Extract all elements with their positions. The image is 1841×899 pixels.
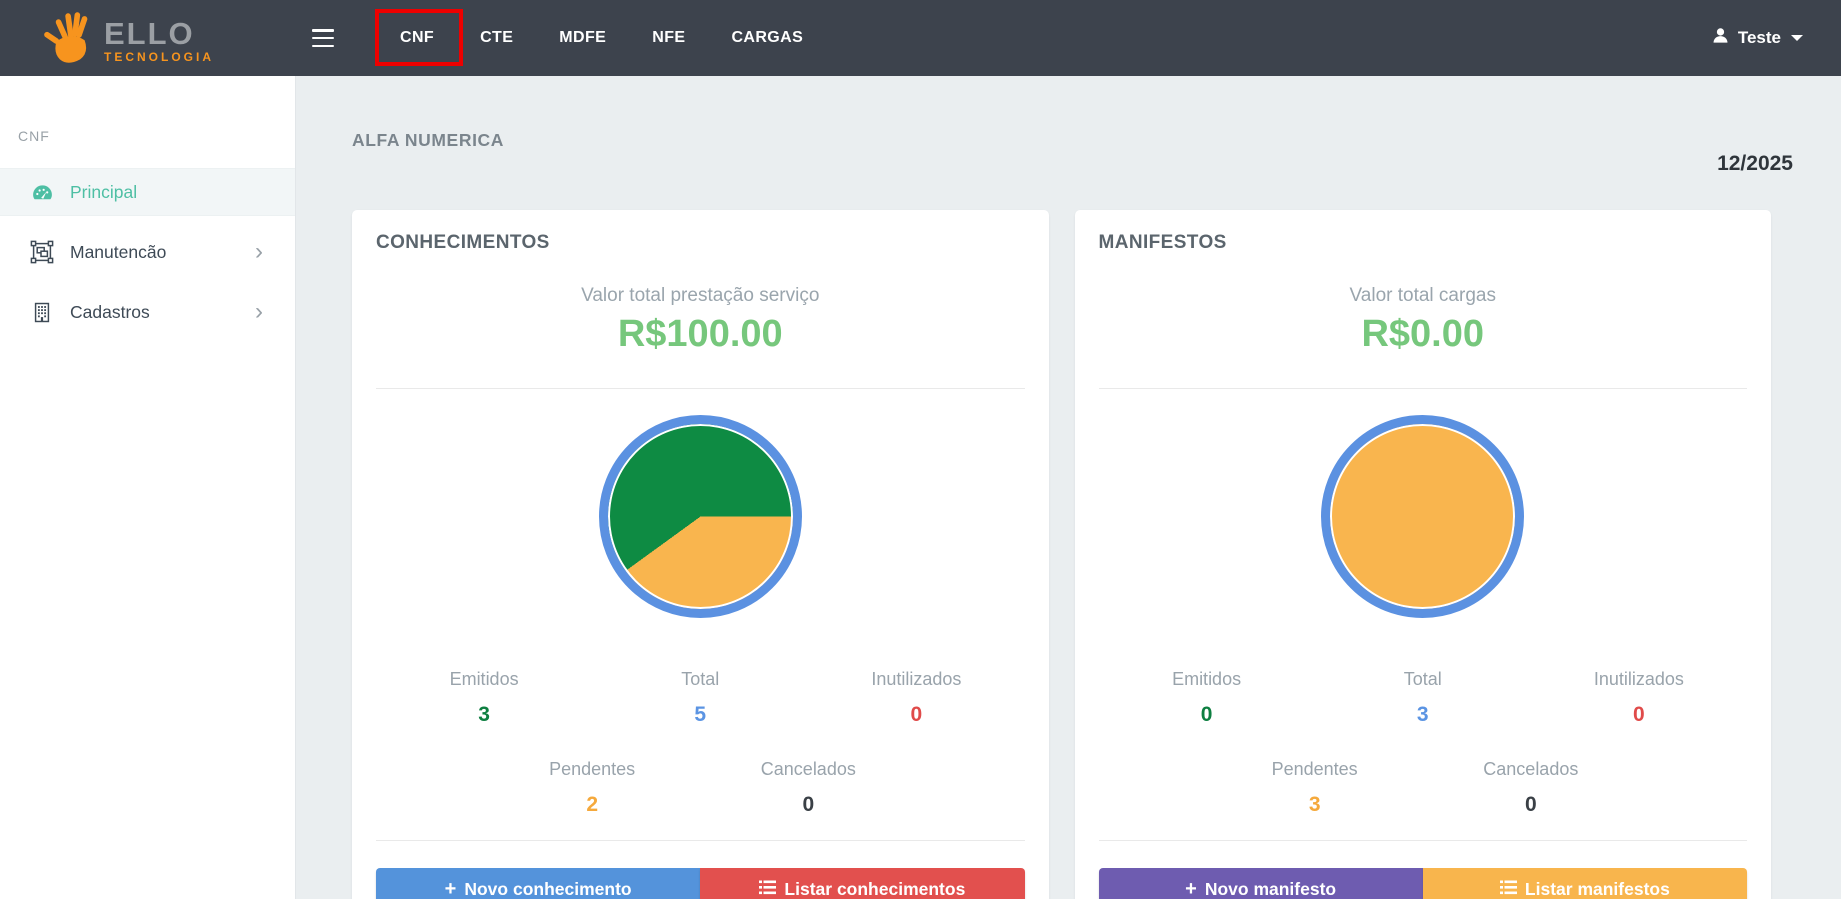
stat-inutilizados: Inutilizados 0: [1593, 669, 1684, 726]
stat-total: Total 3: [1403, 669, 1442, 726]
divider: [1098, 388, 1747, 389]
card-conhecimentos: CONHECIMENTOS Valor total prestação serv…: [352, 210, 1049, 899]
stats-row: Pendentes 2 Cancelados 0: [376, 758, 1025, 818]
sidebar-item-label: Manutencão: [70, 241, 167, 262]
brand-name: ELLO: [104, 16, 195, 51]
top-navbar: ELLO TECNOLOGIA CNF CTE MDFE NFE CARGAS …: [0, 0, 1841, 76]
user-menu[interactable]: Teste: [1711, 0, 1803, 76]
card-manifestos: MANIFESTOS Valor total cargas R$0.00 Emi…: [1074, 210, 1771, 899]
plus-icon: +: [444, 877, 457, 899]
stat-cancelados: Cancelados 0: [760, 759, 856, 816]
card-actions: + Novo conhecimento Listar conhecimentos: [376, 868, 1025, 899]
pie-chart-wrap: [1099, 415, 1748, 618]
novo-manifesto-button[interactable]: + Novo manifesto: [1098, 868, 1423, 899]
nav-item-cargas[interactable]: CARGAS: [731, 29, 804, 46]
pie-chart-wrap: [376, 415, 1025, 618]
stat-pendentes: Pendentes 3: [1271, 759, 1358, 816]
listar-manifestos-button[interactable]: Listar manifestos: [1422, 868, 1747, 899]
stat-inutilizados: Inutilizados 0: [871, 669, 962, 726]
main-content: ALFA NUMERICA 12/2025 CONHECIMENTOS Valo…: [296, 76, 1841, 899]
nav-item-nfe[interactable]: NFE: [652, 29, 686, 46]
hamburger-icon[interactable]: [312, 27, 336, 49]
period-label: 12/2025: [1717, 152, 1793, 175]
main-nav: CNF CTE MDFE NFE CARGAS: [377, 0, 826, 76]
plus-icon: +: [1185, 877, 1197, 899]
user-name: Teste: [1737, 28, 1781, 47]
sidebar: CNF Principal: [0, 76, 296, 899]
page-header: ALFA NUMERICA 12/2025: [352, 130, 1793, 188]
cards-row: CONHECIMENTOS Valor total prestação serv…: [352, 210, 1771, 899]
stat-emitidos: Emitidos 0: [1172, 669, 1242, 726]
stats-row: Emitidos 0 Total 3 Inutilizados 0: [1099, 668, 1748, 728]
manifestos-pie-chart: [1321, 415, 1525, 618]
stat-emitidos: Emitidos 3: [449, 669, 519, 726]
company-title: ALFA NUMERICA: [352, 130, 505, 150]
sidebar-item-manutencao[interactable]: Manutencão ›: [0, 228, 295, 276]
user-icon: [1711, 26, 1730, 50]
stat-pendentes: Pendentes 2: [549, 759, 636, 816]
object-group-icon: [30, 240, 54, 264]
stat-total: Total 5: [681, 669, 720, 726]
value-label: Valor total prestação serviço: [581, 285, 820, 306]
card-title: MANIFESTOS: [1098, 232, 1227, 253]
total-value: R$0.00: [1361, 313, 1485, 355]
dashboard-icon: [30, 180, 54, 204]
brand-subtitle: TECNOLOGIA: [104, 50, 214, 64]
hand-logo-icon: [44, 11, 96, 70]
nav-item-mdfe[interactable]: MDFE: [559, 29, 607, 46]
nav-item-cte[interactable]: CTE: [480, 29, 514, 46]
stats-row: Emitidos 3 Total 5 Inutilizados 0: [376, 668, 1025, 728]
value-label: Valor total cargas: [1349, 285, 1496, 306]
novo-conhecimento-button[interactable]: + Novo conhecimento: [376, 868, 701, 899]
divider: [376, 388, 1025, 389]
nav-item-cnf[interactable]: CNF: [400, 29, 435, 46]
sidebar-item-principal[interactable]: Principal: [0, 168, 295, 216]
card-title: CONHECIMENTOS: [376, 232, 550, 253]
list-icon: [759, 879, 777, 899]
sidebar-item-label: Principal: [70, 181, 138, 202]
divider: [1098, 840, 1747, 841]
caret-down-icon: [1791, 35, 1803, 41]
sidebar-item-cadastros[interactable]: Cadastros ›: [0, 288, 295, 336]
card-actions: + Novo manifesto Listar manifestos: [1098, 868, 1747, 899]
total-value: R$100.00: [617, 313, 783, 355]
listar-conhecimentos-button[interactable]: Listar conhecimentos: [700, 868, 1025, 899]
list-icon: [1499, 879, 1517, 899]
stat-cancelados: Cancelados 0: [1483, 759, 1579, 816]
chevron-right-icon: ›: [255, 238, 263, 265]
conhecimentos-pie-chart: [598, 415, 802, 618]
brand-logo[interactable]: ELLO TECNOLOGIA: [44, 11, 214, 70]
building-icon: [30, 300, 54, 324]
divider: [376, 840, 1025, 841]
stats-row: Pendentes 3 Cancelados 0: [1099, 758, 1748, 818]
sidebar-item-label: Cadastros: [70, 301, 150, 322]
chevron-right-icon: ›: [255, 298, 263, 325]
sidebar-section-label: CNF: [18, 128, 50, 144]
